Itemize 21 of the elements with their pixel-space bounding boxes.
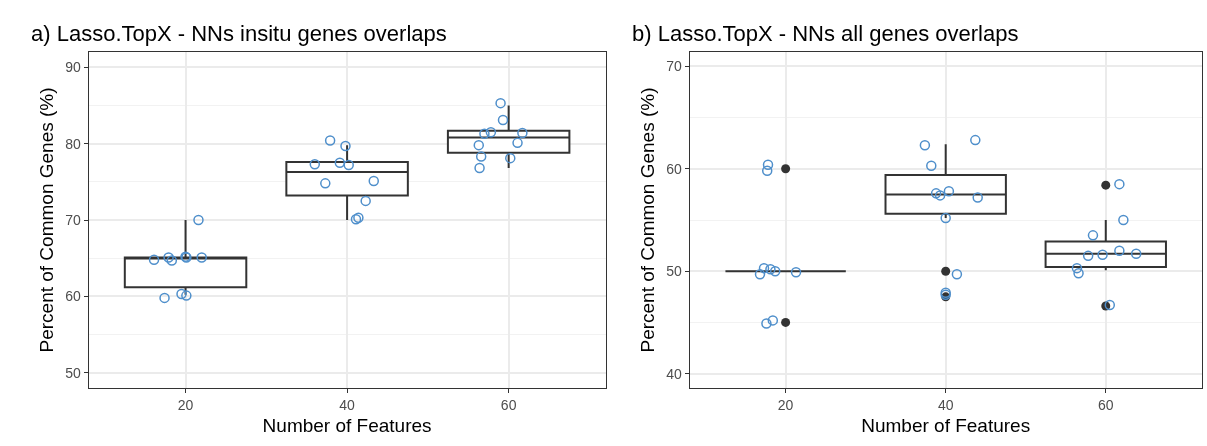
y-axis-title: Percent of Common Genes (%) bbox=[637, 87, 659, 353]
y-tick-label: 60 bbox=[65, 288, 82, 305]
x-tick-label: 20 bbox=[177, 396, 194, 413]
y-tick-label: 60 bbox=[666, 160, 682, 177]
x-tick-label: 60 bbox=[500, 396, 517, 413]
y-axis-title: Percent of Common Genes (%) bbox=[36, 87, 58, 353]
y-tick-label: 50 bbox=[666, 263, 682, 280]
y-tick-label: 50 bbox=[65, 364, 82, 381]
y-tick-label: 90 bbox=[65, 59, 82, 76]
chart-title: a) Lasso.TopX - NNs insitu genes overlaps bbox=[31, 21, 447, 46]
y-tick-label: 40 bbox=[666, 365, 682, 382]
y-tick-label: 80 bbox=[65, 135, 82, 152]
x-tick-label: 60 bbox=[1097, 396, 1114, 413]
y-tick-label: 70 bbox=[666, 58, 682, 75]
y-tick-label: 70 bbox=[65, 211, 82, 228]
x-tick-label: 40 bbox=[339, 396, 356, 413]
x-tick-label: 20 bbox=[777, 396, 794, 413]
x-axis-title: Number of Features bbox=[262, 414, 432, 436]
x-axis-title: Number of Features bbox=[861, 414, 1031, 436]
chart-title: b) Lasso.TopX - NNs all genes overlaps bbox=[632, 21, 1019, 46]
x-tick-label: 40 bbox=[937, 396, 954, 413]
